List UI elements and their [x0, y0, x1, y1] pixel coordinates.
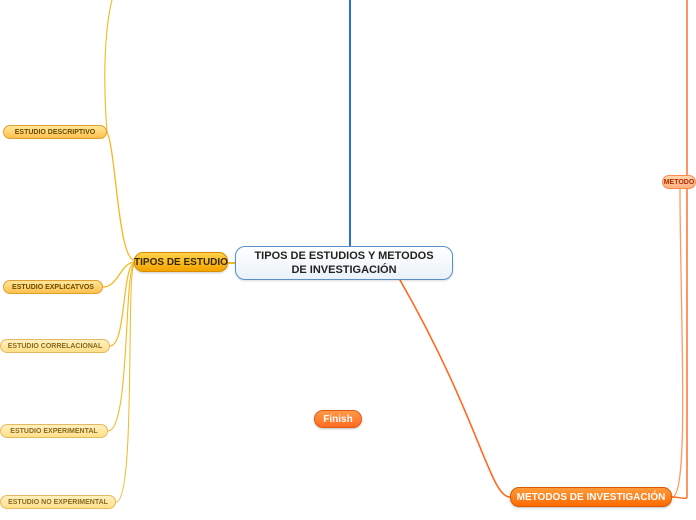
central-node: TIPOS DE ESTUDIOS Y METODOS DE INVESTIGA…: [235, 246, 453, 280]
estudio-no-experimental-node: ESTUDIO NO EXPERIMENTAL: [0, 495, 116, 509]
metodos-node: METODOS DE INVESTIGACIÓN: [510, 487, 672, 507]
estudio-experimental-node: ESTUDIO EXPERIMENTAL: [0, 424, 108, 438]
estudio-explicativos-node: ESTUDIO EXPLICATVOS: [3, 280, 103, 294]
finish-button[interactable]: Finish: [314, 410, 362, 428]
estudio-correlacional-node: ESTUDIO CORRELACIONAL: [0, 339, 110, 353]
tipos-node: TIPOS DE ESTUDIO: [134, 252, 228, 272]
metodo-child-node: METODO: [662, 175, 696, 189]
estudio-descriptivo-node: ESTUDIO DESCRIPTIVO: [3, 125, 107, 139]
